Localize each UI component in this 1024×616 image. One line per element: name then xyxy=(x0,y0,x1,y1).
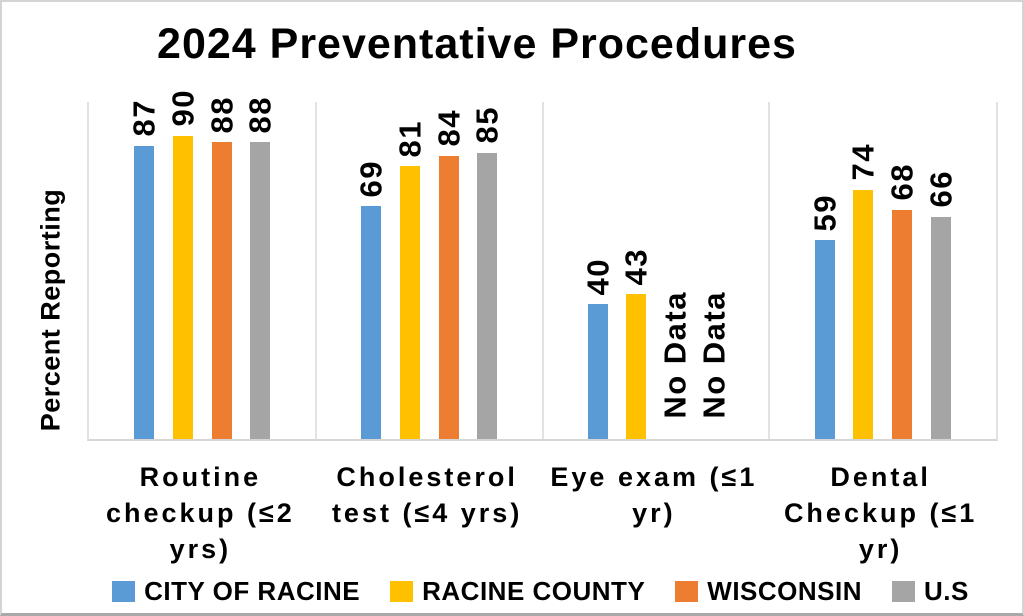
bar-city-of-racine-routine-checkup-2-yrs xyxy=(134,145,155,439)
bar-value-label: 69 xyxy=(353,160,389,198)
bar-wisconsin-dental-checkup-1-yr xyxy=(892,209,913,439)
category-separator-gridline xyxy=(768,102,771,439)
bar-racine-county-cholesterol-test-4-yrs xyxy=(399,166,420,439)
category-label-routine-checkup-2-yrs: Routine checkup (≤2 yrs) xyxy=(105,462,295,564)
category-label-cholesterol-test-4-yrs: Cholesterol test (≤4 yrs) xyxy=(331,462,523,528)
bar-value-label: 88 xyxy=(242,95,278,134)
bar-u-s-cholesterol-test-4-yrs xyxy=(477,152,498,439)
legend-color-marker-wisconsin xyxy=(675,581,699,602)
bar-u-s-routine-checkup-2-yrs xyxy=(250,142,271,439)
bar-value-label: 59 xyxy=(807,193,843,232)
legend-color-marker-racine-county xyxy=(390,581,414,602)
legend-label: WISCONSIN xyxy=(707,576,863,606)
category-separator-gridline xyxy=(314,102,317,439)
bar-city-of-racine-eye-exam-1-yr xyxy=(587,304,608,439)
bar-city-of-racine-cholesterol-test-4-yrs xyxy=(361,206,382,439)
legend-item-wisconsin: WISCONSIN xyxy=(675,576,862,607)
no-data-label: No Data xyxy=(696,291,732,419)
legend-label: RACINE COUNTY xyxy=(422,576,646,606)
bar-city-of-racine-dental-checkup-1-yr xyxy=(814,240,835,439)
plot-area: 87 90 88 88 69 81 84 85 40 43 No Data No Data 59 74 68… xyxy=(87,89,998,441)
y-axis-title: Percent Reporting xyxy=(35,188,66,432)
bar-value-label: 87 xyxy=(126,99,162,137)
legend-color-marker-city-of-racine xyxy=(112,581,136,602)
legend-item-city-of-racine: CITY OF RACINE xyxy=(112,576,360,607)
bar-value-label: 68 xyxy=(884,163,920,201)
bar-racine-county-eye-exam-1-yr xyxy=(626,294,647,439)
bar-value-label: 66 xyxy=(923,170,959,208)
bar-value-label: 81 xyxy=(392,119,428,158)
chart-title: 2024 Preventative Procedures xyxy=(157,20,797,68)
bar-racine-county-routine-checkup-2-yrs xyxy=(172,135,193,439)
bar-value-label: 90 xyxy=(165,89,201,127)
no-data-label: No Data xyxy=(657,291,693,419)
bar-wisconsin-cholesterol-test-4-yrs xyxy=(438,155,459,439)
bar-value-label: 88 xyxy=(204,95,240,134)
category-label-eye-exam-1-yr: Eye exam (≤1 yr) xyxy=(550,462,758,528)
bar-value-label: 74 xyxy=(845,143,881,181)
legend-label: CITY OF RACINE xyxy=(144,576,361,606)
legend: CITY OF RACINE RACINE COUNTY WISCONSIN U.S xyxy=(87,576,994,607)
bar-u-s-dental-checkup-1-yr xyxy=(930,216,951,439)
legend-item-u-s: U.S xyxy=(892,576,969,607)
legend-label: U.S xyxy=(924,576,969,606)
bar-value-label: 85 xyxy=(469,106,505,144)
legend-item-racine-county: RACINE COUNTY xyxy=(390,576,645,607)
category-separator-gridline xyxy=(541,102,544,439)
bar-value-label: 40 xyxy=(580,257,616,296)
legend-color-marker-u-s xyxy=(892,581,916,602)
bar-value-label: 84 xyxy=(431,109,467,147)
bar-wisconsin-routine-checkup-2-yrs xyxy=(211,142,232,439)
bar-racine-county-dental-checkup-1-yr xyxy=(853,189,874,439)
bar-value-label: 43 xyxy=(618,247,654,286)
category-label-dental-checkup-1-yr: Dental Checkup (≤1 yr) xyxy=(783,462,978,564)
